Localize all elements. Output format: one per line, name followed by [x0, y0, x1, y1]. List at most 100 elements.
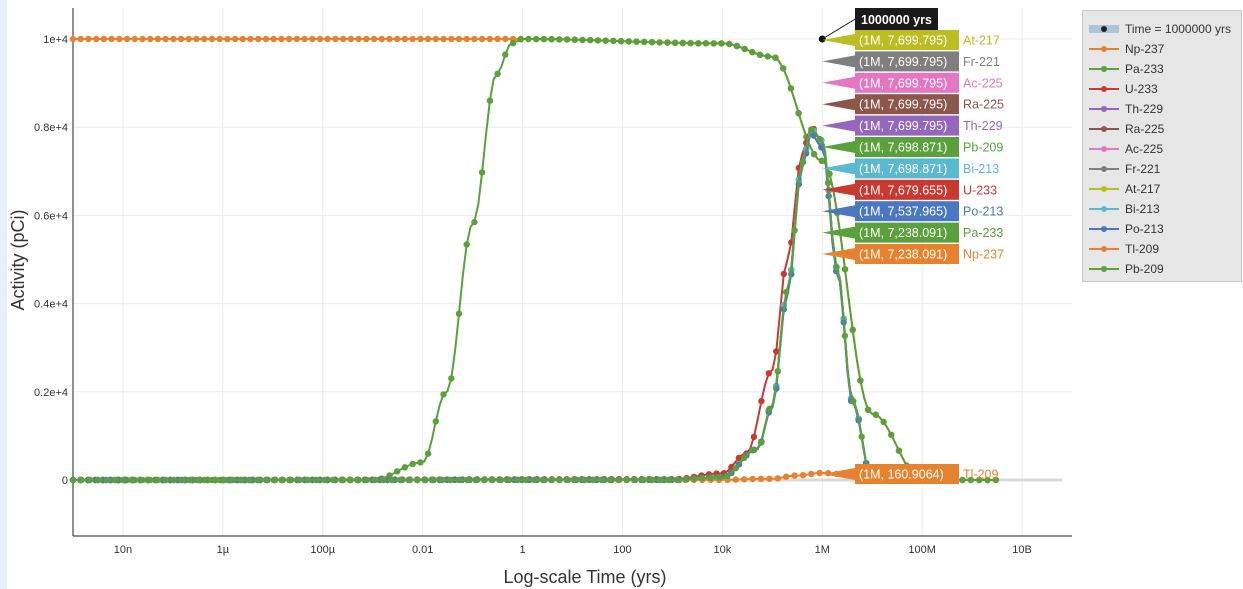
series-fr-221 [69, 127, 900, 484]
data-point-pa-233 [648, 39, 656, 46]
series-po-213 [69, 132, 900, 484]
data-point-np-237 [502, 35, 509, 43]
data-point-np-237 [100, 35, 108, 43]
legend-item-tl-209[interactable]: Tl-209 [1089, 239, 1159, 259]
legend-item-at-217[interactable]: At-217 [1089, 179, 1160, 199]
legend-label: Tl-209 [1125, 242, 1160, 256]
data-point-pb-209 [673, 476, 681, 483]
hover-box-pb-209 [855, 137, 959, 157]
legend[interactable]: Time = 1000000 yrs Np-237 Pa-233 U-233 Th-22… [1082, 10, 1242, 282]
legend-item-pa-233[interactable]: Pa-233 [1089, 59, 1164, 79]
time-marker-leader [821, 17, 858, 40]
data-point-np-237 [116, 35, 123, 43]
legend-item-po-213[interactable]: Po-213 [1089, 219, 1164, 239]
hover-box-bi-213 [855, 158, 959, 179]
hover-value: (1M, 7,698.871) [859, 141, 947, 155]
data-point-pb-209 [531, 476, 538, 483]
legend-item-th-229[interactable]: Th-229 [1089, 99, 1163, 119]
data-point-pa-233 [424, 450, 432, 457]
data-point-pa-233 [641, 38, 648, 46]
data-point-pb-209 [615, 476, 622, 483]
data-point-pb-209 [271, 476, 278, 484]
data-point-pb-209 [472, 476, 479, 483]
data-point-pb-209 [363, 476, 370, 484]
data-point-pb-209 [682, 476, 689, 483]
data-point-pa-233 [525, 35, 532, 43]
series-pa-233 [69, 35, 926, 484]
legend-swatch [1089, 166, 1119, 172]
data-point-pb-209 [296, 476, 303, 484]
data-point-tl-209 [774, 475, 781, 482]
legend-swatch [1089, 246, 1119, 252]
data-point-pa-233 [571, 36, 578, 43]
data-point-pb-209 [338, 476, 345, 484]
data-point-np-237 [154, 35, 162, 43]
data-point-pa-233 [741, 45, 748, 53]
legend-label: Ac-225 [1125, 142, 1164, 156]
data-point-pb-209 [170, 476, 177, 484]
data-point-tl-209 [766, 475, 773, 482]
data-point-pb-209 [237, 476, 244, 484]
data-point-np-237 [247, 35, 254, 43]
hover-series-name: At-217 [963, 34, 1000, 48]
legend-item-u-233[interactable]: U-233 [1089, 79, 1158, 99]
legend-swatch [1089, 186, 1119, 192]
data-point-np-237 [324, 35, 331, 43]
data-point-np-237 [131, 35, 138, 43]
hover-series-name: Ra-225 [963, 98, 1004, 112]
data-point-np-237 [201, 35, 208, 43]
legend-item-bi-213[interactable]: Bi-213 [1089, 199, 1160, 219]
data-point-pa-233 [548, 36, 555, 43]
data-point-pa-233 [455, 310, 463, 317]
chart[interactable]: Log-scale Time (yrs) Activity (pCi) 10n 1… [0, 0, 1080, 589]
hover-box-po-213-pointer [822, 205, 855, 218]
hover-box-ac-225-pointer [822, 76, 855, 89]
legend-label: Fr-221 [1125, 162, 1161, 176]
data-point-pb-209 [329, 476, 337, 484]
data-point-pb-209 [95, 476, 102, 484]
legend-label: Th-229 [1125, 102, 1164, 116]
y-tick-label: 0 [62, 475, 68, 487]
axis-layer: Log-scale Time (yrs) Activity (pCi) 10n 1… [8, 8, 1072, 587]
data-point-np-237 [355, 35, 362, 43]
y-tick-label: 0.2e+4 [34, 387, 68, 399]
legend-label: U-233 [1125, 82, 1158, 96]
legend-swatch [1089, 146, 1119, 152]
legend-item-time-1000000-yrs[interactable]: Time = 1000000 yrs [1089, 19, 1231, 39]
x-axis-title: Log-scale Time (yrs) [503, 567, 666, 587]
legend-item-ra-225[interactable]: Ra-225 [1089, 119, 1164, 139]
legend-item-ac-225[interactable]: Ac-225 [1089, 139, 1163, 159]
data-point-pb-209 [548, 476, 555, 483]
legend-item-pb-209[interactable]: Pb-209 [1089, 259, 1164, 279]
data-point-pa-233 [818, 157, 825, 164]
data-point-pb-209 [959, 476, 966, 484]
data-point-pa-233 [448, 375, 455, 382]
series-ra-225 [69, 127, 900, 484]
data-point-pb-209 [128, 476, 135, 484]
data-point-np-237 [347, 35, 355, 43]
data-point-pb-209 [355, 476, 362, 484]
data-point-tl-209 [741, 476, 748, 483]
data-point-np-237 [386, 35, 393, 43]
data-point-np-237 [170, 35, 177, 43]
data-point-pb-209 [640, 476, 647, 483]
data-point-pb-209 [976, 476, 983, 484]
page-edge-strip [0, 0, 7, 589]
series-line-ra-225 [73, 129, 896, 481]
data-point-pa-233 [517, 36, 524, 43]
legend-item-np-237[interactable]: Np-237 [1089, 39, 1164, 59]
data-point-pb-209 [346, 476, 354, 484]
hover-value: (1M, 7,699.795) [859, 76, 947, 90]
hover-box-bi-213-pointer [822, 162, 855, 175]
data-point-pb-209 [732, 465, 739, 472]
data-point-np-237 [93, 35, 100, 43]
hover-value: (1M, 7,238.091) [859, 226, 947, 240]
x-tick-label: 1M [815, 544, 830, 556]
data-point-pb-209 [791, 227, 798, 234]
time-hover-label: 1000000 yrs [861, 13, 932, 27]
data-point-pb-209 [573, 476, 580, 483]
data-point-pb-209 [187, 476, 194, 484]
series-ac-225 [69, 127, 900, 484]
series-line-ac-225 [73, 129, 896, 481]
legend-item-fr-221[interactable]: Fr-221 [1089, 159, 1160, 179]
